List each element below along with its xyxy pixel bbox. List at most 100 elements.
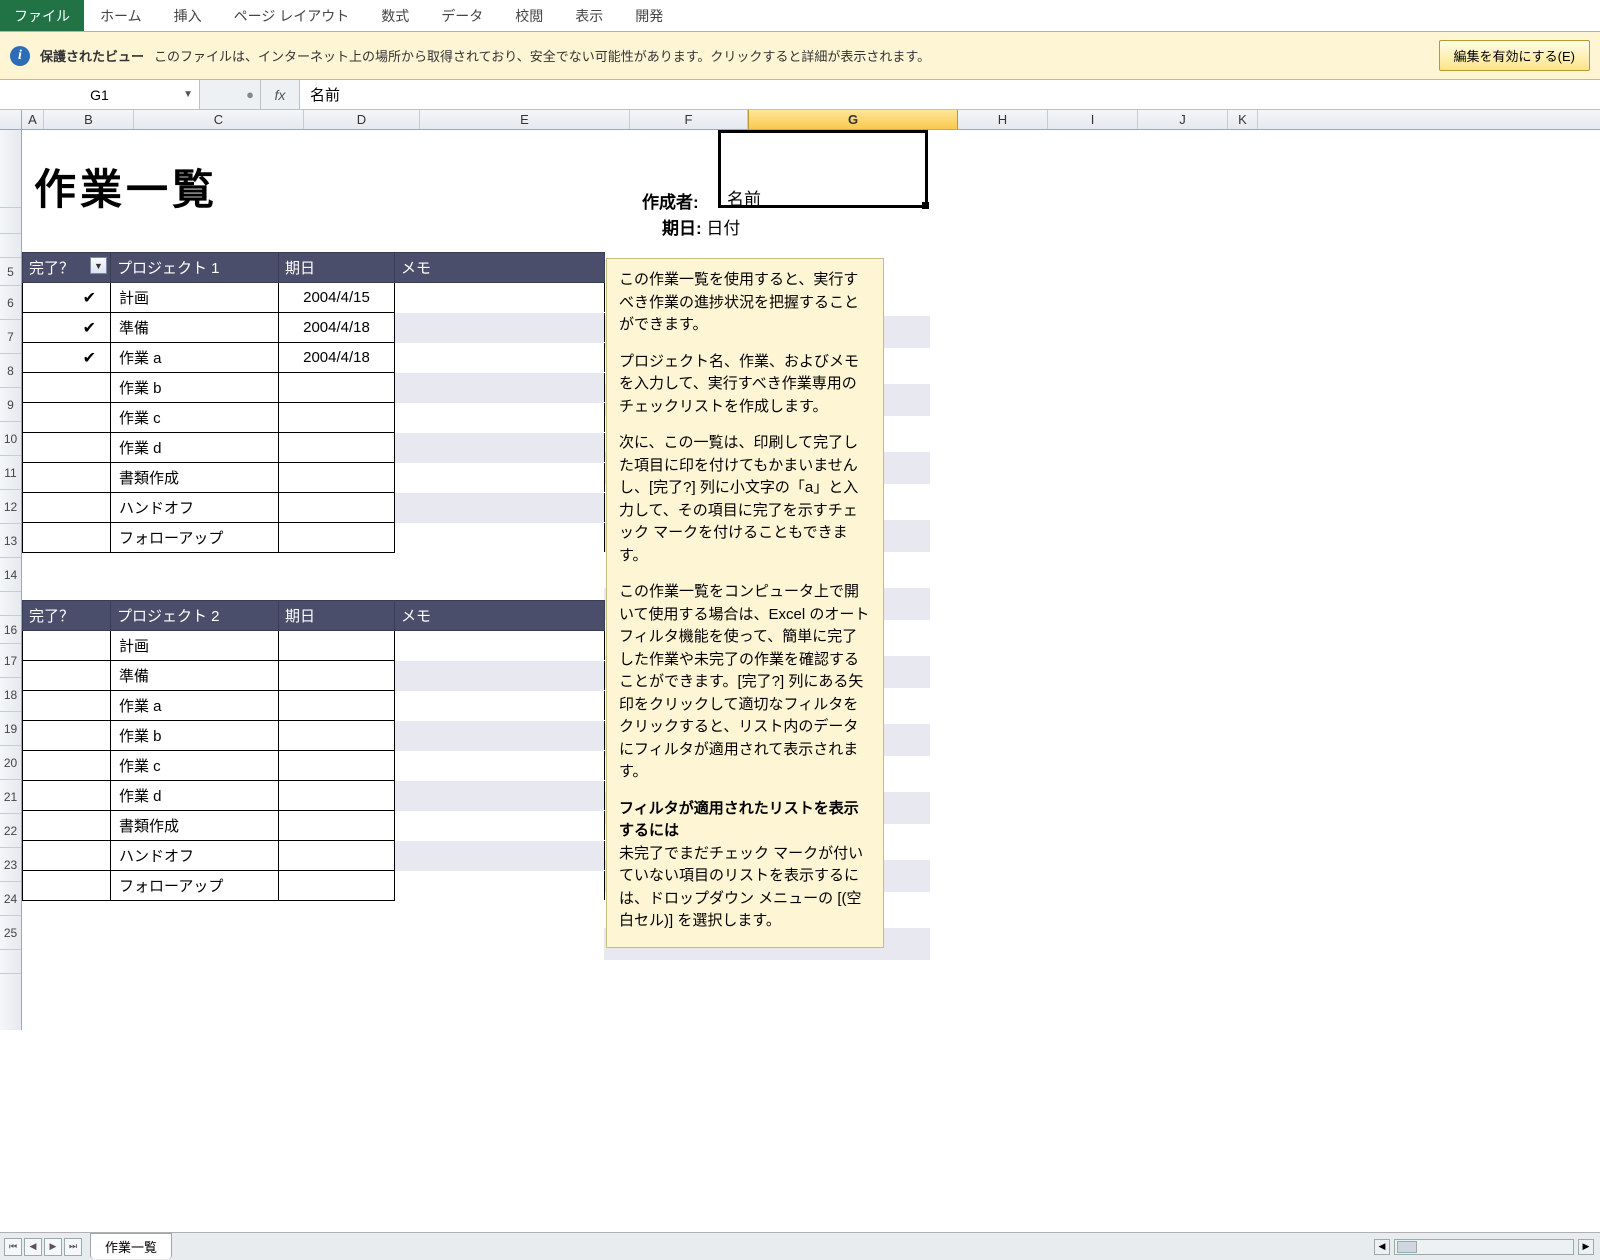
table-cell-done[interactable] (23, 523, 111, 553)
scroll-thumb[interactable] (1397, 1241, 1417, 1253)
table-cell-memo[interactable] (395, 343, 605, 373)
table-cell-date[interactable] (279, 841, 395, 871)
table-cell-task[interactable]: 作業 a (111, 691, 279, 721)
table-cell-task[interactable]: 作業 a (111, 343, 279, 373)
table-cell-memo[interactable] (395, 841, 605, 871)
table-cell-done[interactable]: ✔ (23, 283, 111, 313)
table-cell-memo[interactable] (395, 781, 605, 811)
col-header-G[interactable]: G (748, 110, 958, 129)
table-cell-done[interactable] (23, 661, 111, 691)
table-cell-task[interactable]: 書類作成 (111, 811, 279, 841)
table-cell-task[interactable]: ハンドオフ (111, 841, 279, 871)
table-cell-task[interactable]: フォローアップ (111, 871, 279, 901)
col-header-E[interactable]: E (420, 110, 630, 129)
table-cell-done[interactable]: ✔ (23, 313, 111, 343)
col-header-D[interactable]: D (304, 110, 420, 129)
tab-formulas[interactable]: 数式 (365, 0, 425, 31)
table-cell-date[interactable]: 2004/4/18 (279, 313, 395, 343)
col-header-F[interactable]: F (630, 110, 748, 129)
table-cell-date[interactable] (279, 721, 395, 751)
sheet-tab[interactable]: 作業一覧 (90, 1233, 172, 1259)
sheet-nav-first[interactable]: ⏮ (4, 1238, 22, 1256)
fill-handle[interactable] (922, 202, 929, 209)
col-header-A[interactable]: A (22, 110, 44, 129)
table-cell-done[interactable] (23, 373, 111, 403)
table-cell-date[interactable] (279, 373, 395, 403)
table-cell-date[interactable] (279, 661, 395, 691)
tab-developer[interactable]: 開発 (619, 0, 679, 31)
table-cell-date[interactable]: 2004/4/18 (279, 343, 395, 373)
chevron-down-icon[interactable]: ▼ (183, 89, 193, 100)
table-cell-memo[interactable] (395, 631, 605, 661)
tab-data[interactable]: データ (425, 0, 499, 31)
table-cell-memo[interactable] (395, 463, 605, 493)
tab-review[interactable]: 校閲 (499, 0, 559, 31)
table-cell-task[interactable]: 作業 c (111, 403, 279, 433)
table-cell-done[interactable] (23, 781, 111, 811)
tab-insert[interactable]: 挿入 (158, 0, 218, 31)
name-box[interactable]: G1 ▼ (0, 80, 200, 109)
enable-editing-button[interactable]: 編集を有効にする(E) (1439, 40, 1590, 71)
sheet-nav-next[interactable]: ▶ (44, 1238, 62, 1256)
col-header-H[interactable]: H (958, 110, 1048, 129)
table-cell-memo[interactable] (395, 493, 605, 523)
table-cell-done[interactable] (23, 721, 111, 751)
fx-label[interactable]: fx (260, 80, 300, 109)
table-cell-memo[interactable] (395, 523, 605, 553)
filter-dropdown-icon[interactable]: ▼ (90, 257, 107, 274)
table-cell-memo[interactable] (395, 691, 605, 721)
active-cell[interactable]: 名前 (718, 130, 928, 208)
table-cell-date[interactable] (279, 811, 395, 841)
table-cell-memo[interactable] (395, 811, 605, 841)
col-header-C[interactable]: C (134, 110, 304, 129)
table-cell-date[interactable] (279, 523, 395, 553)
table-cell-date[interactable] (279, 493, 395, 523)
th-done[interactable]: 完了？▼ (23, 253, 111, 283)
table-cell-done[interactable] (23, 811, 111, 841)
table-cell-done[interactable] (23, 631, 111, 661)
table-cell-date[interactable] (279, 403, 395, 433)
table-cell-memo[interactable] (395, 403, 605, 433)
table-cell-task[interactable]: ハンドオフ (111, 493, 279, 523)
col-header-I[interactable]: I (1048, 110, 1138, 129)
table-cell-date[interactable]: 2004/4/15 (279, 283, 395, 313)
table-cell-done[interactable] (23, 841, 111, 871)
formula-input[interactable]: 名前 (300, 80, 1600, 109)
col-header-J[interactable]: J (1138, 110, 1228, 129)
select-all-corner[interactable] (0, 110, 22, 129)
table-cell-date[interactable] (279, 691, 395, 721)
table-cell-task[interactable]: 作業 b (111, 721, 279, 751)
col-header-B[interactable]: B (44, 110, 134, 129)
col-header-K[interactable]: K (1228, 110, 1258, 129)
sheet-nav-last[interactable]: ⏭ (64, 1238, 82, 1256)
cells-area[interactable]: 作業一覧 作成者: 期日: 日付 名前 完了？▼ プロジェクト 1 (22, 130, 1600, 1030)
table-cell-done[interactable] (23, 433, 111, 463)
table-cell-memo[interactable] (395, 751, 605, 781)
table-cell-memo[interactable] (395, 721, 605, 751)
table-cell-done[interactable] (23, 871, 111, 901)
table-cell-date[interactable] (279, 463, 395, 493)
table-cell-memo[interactable] (395, 661, 605, 691)
table-cell-done[interactable] (23, 751, 111, 781)
table-cell-task[interactable]: フォローアップ (111, 523, 279, 553)
table-cell-task[interactable]: 作業 c (111, 751, 279, 781)
tab-page-layout[interactable]: ページ レイアウト (218, 0, 366, 31)
table-cell-done[interactable] (23, 493, 111, 523)
table-cell-date[interactable] (279, 751, 395, 781)
table-cell-memo[interactable] (395, 871, 605, 901)
table-cell-task[interactable]: 作業 d (111, 781, 279, 811)
table-cell-memo[interactable] (395, 283, 605, 313)
table-cell-task[interactable]: 準備 (111, 661, 279, 691)
table-cell-date[interactable] (279, 433, 395, 463)
file-tab[interactable]: ファイル (0, 0, 84, 31)
scroll-left-button[interactable]: ◀ (1374, 1239, 1390, 1255)
table-cell-memo[interactable] (395, 313, 605, 343)
table-cell-done[interactable]: ✔ (23, 343, 111, 373)
table-cell-task[interactable]: 計画 (111, 283, 279, 313)
table-cell-date[interactable] (279, 631, 395, 661)
table-cell-date[interactable] (279, 871, 395, 901)
tab-view[interactable]: 表示 (559, 0, 619, 31)
table-cell-done[interactable] (23, 463, 111, 493)
table-cell-task[interactable]: 準備 (111, 313, 279, 343)
tab-home[interactable]: ホーム (84, 0, 158, 31)
